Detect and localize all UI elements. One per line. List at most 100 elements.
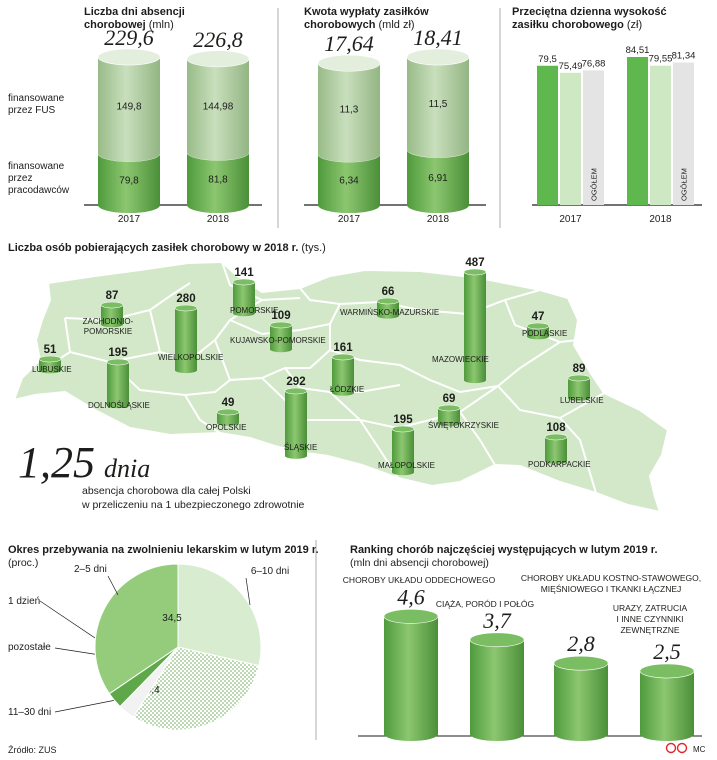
map-cylinder-8-top [106,358,130,366]
ranking-bar-3-body [640,671,694,734]
ranking-value-label: 2,8 [567,631,595,656]
pie-leader-line [107,575,119,596]
map-cylinder-7 [463,268,487,384]
bar-employer-2017-bottom [318,196,380,214]
ranking-bar-0-body [384,616,438,734]
map-cylinder-5-bottom [175,367,197,374]
map-cylinder-5-body [175,308,197,371]
year-label: 2018 [649,214,672,225]
map-value-label: 195 [393,414,413,426]
value-label-fus: 149,8 [116,101,141,112]
ranking-value-label: 3,7 [482,608,512,633]
value-label: 84,51 [626,45,650,56]
map-cylinder-4-body [39,359,61,371]
pie-leader-line [54,647,101,656]
map-cylinder-4-top [38,355,62,363]
source-note: Źródło: ZUS [8,745,57,755]
map-value-label: 69 [443,393,456,405]
value-label-fus: 11,3 [340,105,359,116]
headline-unit: dnia [104,454,150,483]
year-label: 2017 [118,214,141,225]
credit: MC [693,745,706,754]
map-value-label: 109 [271,310,290,322]
map-cylinder-14 [391,425,415,476]
ranking-bar-0-bottom [384,726,438,742]
pie-category-label: 6–10 dni [251,566,289,577]
map-region-label: KUJAWSKO-POMORSKIE [230,336,326,345]
year-label: 2018 [207,214,230,225]
panel-daily-benefit: Przeciętna dzienna wysokość zasiłku choro… [512,6,702,225]
pie-value-label: 34,5 [162,613,182,624]
bar-employer-2017-body [98,153,160,205]
map-cylinder-7-bottom [464,377,486,384]
map-region-label: MAŁOPOLSKIE [378,461,435,470]
map-cylinder-4 [38,355,62,374]
headline-text-1: absencja chorobowa dla całej Polski [82,485,251,497]
year-label: 2017 [338,214,361,225]
map-cylinder-8-body [107,362,129,406]
ranking-bar-2-body [554,663,608,734]
bar-employer-2018-body [187,152,249,205]
pie-slice-4 [94,563,179,695]
map-region-label: DOLNOŚLĄSKIE [88,401,150,410]
map-region-label: MAZOWIECKIE [432,355,489,364]
map-cylinder-14-body [392,429,414,473]
ranking-bar-2-top [553,655,609,671]
map-cylinder-13 [437,404,461,427]
pie-category-label: pozostałe [8,642,51,653]
value-label: 79,55 [649,54,673,65]
map-cylinder-15-bottom [545,457,567,464]
total-label: 18,41 [413,25,463,50]
bar-daily-2018-1 [650,65,671,205]
pie-leader-line [54,699,117,713]
map-cylinder-0-top [100,301,124,309]
map-cylinder-10 [567,374,591,401]
map-cylinder-0 [100,301,124,328]
bar-fus-2017-top [317,54,381,72]
map-value-label: 161 [333,342,353,354]
bar-fus-2018-body [187,58,249,153]
panel-benefit-amount-title: Kwota wypłaty zasiłków chorobowych (mld zł… [304,6,429,31]
map-cylinder-11-top [216,408,240,416]
bar-employer-2018-bottom [407,196,469,214]
year-label: 2018 [427,214,450,225]
ogolem-label: OGÓŁEM [590,168,599,201]
map-title: Liczba osób pobierających zasiłek chorob… [8,242,326,254]
map-value-label: 66 [382,286,395,298]
pie-unit: (proc.) [8,557,38,569]
bar-fus-2018-top [186,50,250,68]
bar-fus-2018-top [406,48,470,66]
map-cylinder-6-bottom [270,346,292,353]
map-cylinder-10-top [567,374,591,382]
map-region-label: POMORSKIE [230,306,278,315]
pie-title: Okres przebywania na zwolnieniu lekarski… [8,544,319,556]
ranking-category-label: MIĘŚNIOWEGO I TKANKI ŁĄCZNEJ [541,583,682,594]
bar-fus-2018 [186,50,250,161]
map-cylinder-3 [526,322,550,340]
map-cylinder-2-bottom [377,312,399,319]
map-value-label: 49 [222,397,235,409]
headline-text-2: w przeliczeniu na 1 ubezpieczonego zdrow… [81,499,305,511]
map-cylinder-5-top [174,304,198,312]
map-cylinder-11-bottom [217,419,239,426]
bar-fus-2017-bottom [318,145,380,163]
map-value-label: 280 [176,293,195,305]
map-cylinder-7-body [464,272,486,381]
map-region-label: WARMIŃSKO-MAZURSKIE [340,308,439,317]
map-cylinder-8-bottom [107,402,129,409]
bar-daily-2017-1 [560,72,581,205]
bar-daily-2017-0 [537,65,558,206]
map-cylinder-11 [216,408,240,426]
map-cylinder-0-bottom [101,321,123,328]
headline-value: 1,25 [18,438,95,487]
bar-daily-2018-2 [673,62,694,206]
ranking-bar-0-top [383,609,439,624]
headline: 1,25 dnia absencja chorobowa dla całej P… [18,438,305,511]
pie-category-label: 11–30 dni [8,707,51,718]
map-region-label: ŚWIĘTOKRZYSKIE [428,421,499,430]
map-cylinder-4-bottom [39,367,61,374]
copyright-icon [665,742,688,754]
map-cylinder-12-body [285,391,307,456]
pie-slice-0 [177,563,262,667]
map-region-label: ZACHODNIO- [83,317,134,326]
